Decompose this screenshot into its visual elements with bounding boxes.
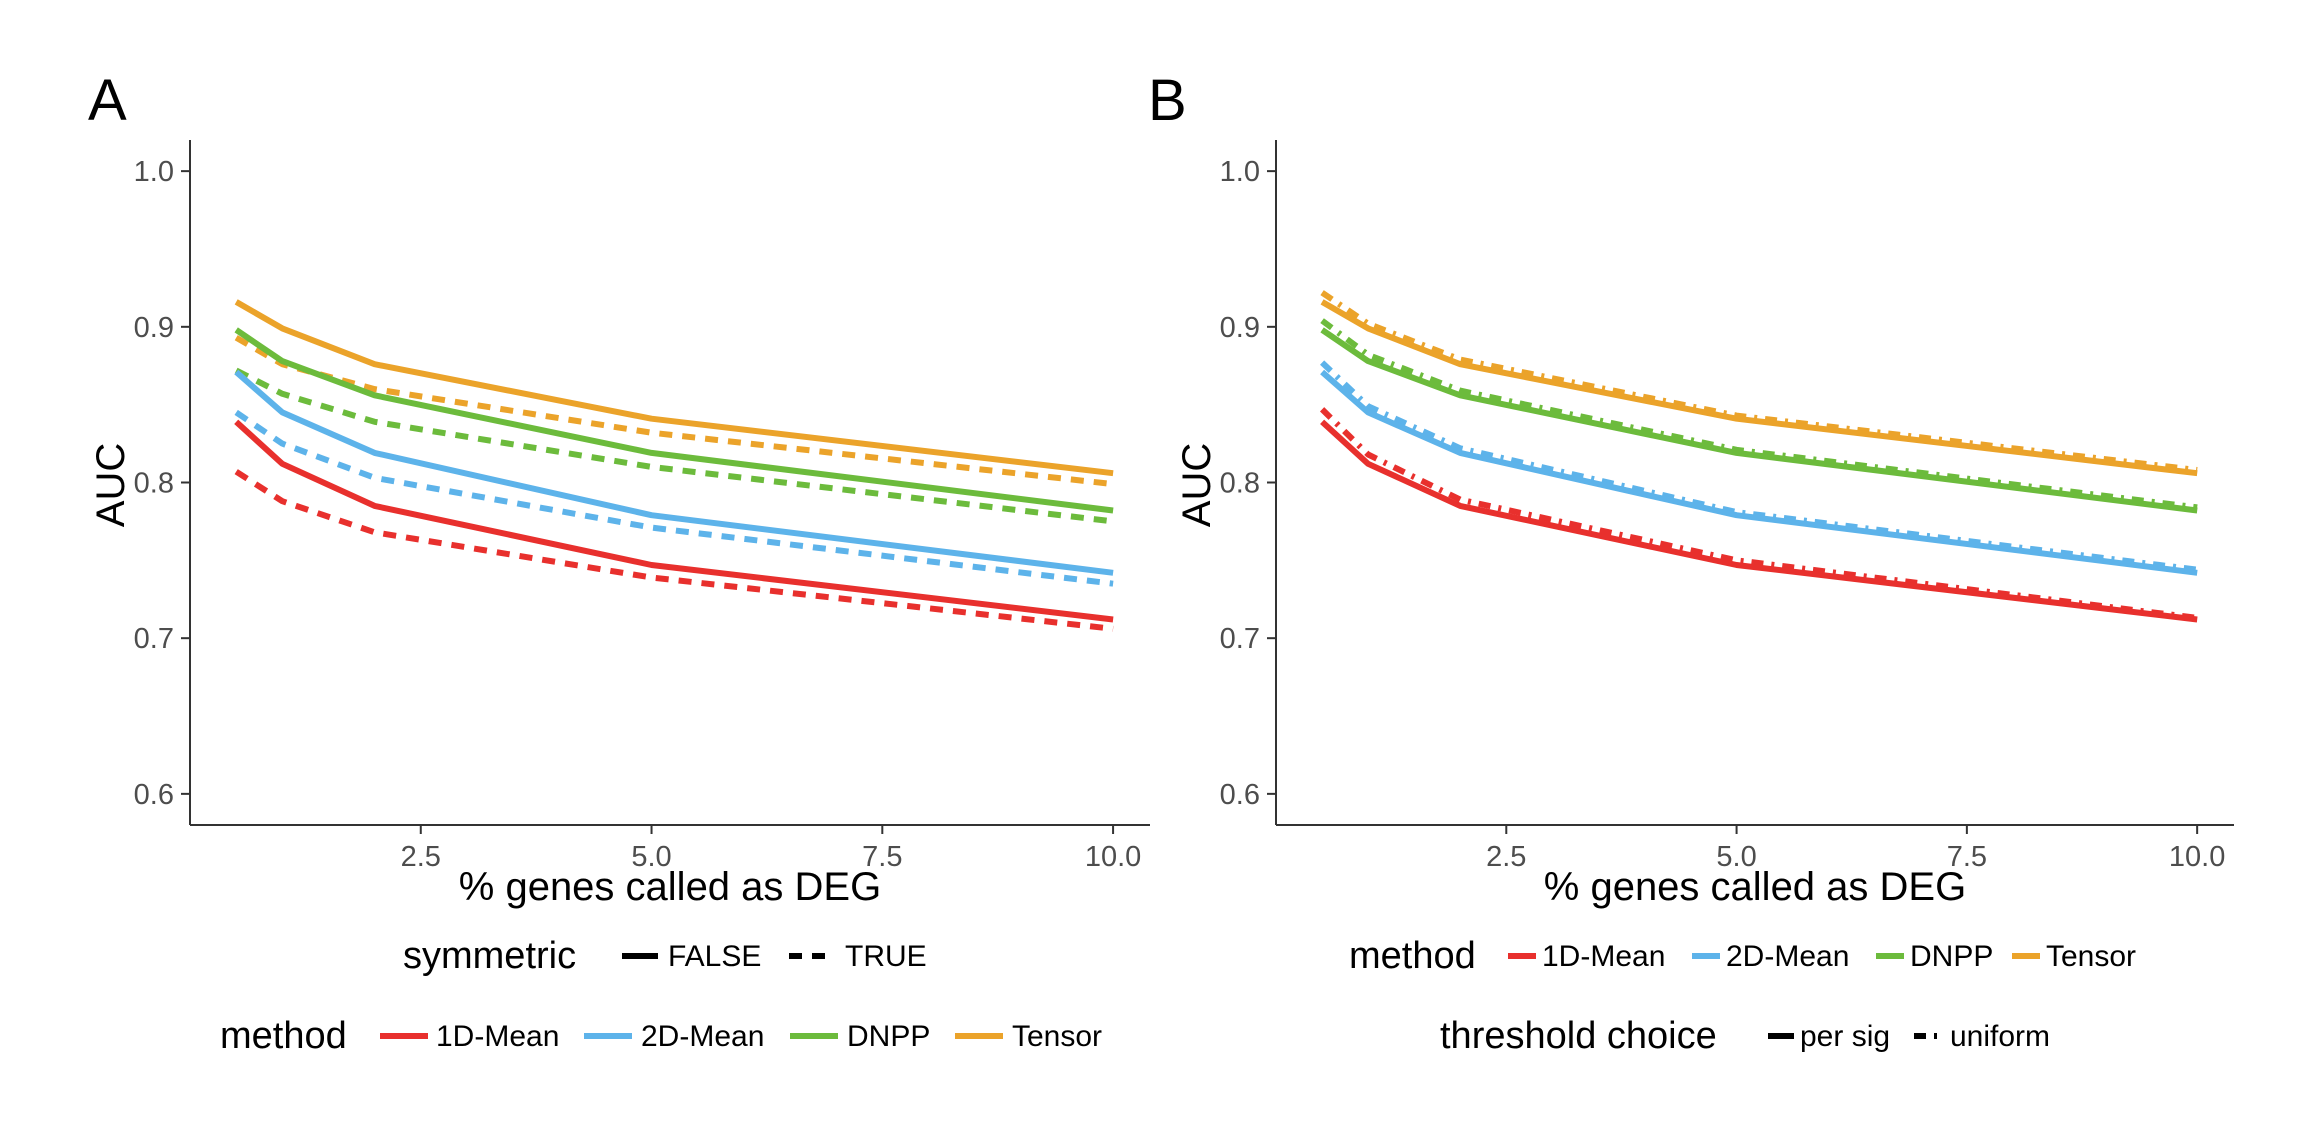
panel-a-y-tick-label: 0.9 [134, 312, 174, 344]
panel-a-y-tick-label: 0.6 [134, 779, 174, 811]
panel-b-letter: B [1148, 68, 1187, 133]
panel-a-legend-method-title: method [220, 1015, 347, 1057]
panel-a-series-2d-mean-false [234, 369, 1114, 576]
panel-a-legend-symmetric: symmetric FALSE TRUE [403, 935, 927, 977]
panel-b-legend-label-dnpp: DNPP [1910, 940, 1993, 973]
panel-b-plot-area: 0.6 0.7 0.8 0.9 1.0 2.5 5.0 7.5 10.0 [1220, 140, 2234, 873]
panel-a-legend-label-1d-mean: 1D-Mean [436, 1020, 559, 1053]
panel-a-y-tick-label: 1.0 [134, 156, 174, 188]
panel-b-y-tick-label: 0.9 [1220, 312, 1260, 344]
panel-b-series-1d-mean-uniform [1319, 407, 2198, 621]
panel-a-series-dnpp-false [234, 327, 1114, 514]
panel-a-series-dnpp-true [234, 367, 1114, 525]
panel-b-x-axis-title: % genes called as DEG [1544, 865, 1966, 909]
panel-b-y-tick-label: 0.7 [1220, 623, 1260, 655]
panel-b-y-axis-title: AUC [1175, 443, 1219, 527]
panel-b-series-1d-mean-per-sig [1320, 419, 2198, 623]
panel-b-series-dnpp-per-sig [1320, 327, 2198, 514]
panel-b-series-2d-mean-uniform [1320, 360, 2198, 573]
panel-a-legend-label-tensor: Tensor [1012, 1020, 1102, 1053]
panel-b-legend-method-title: method [1349, 935, 1476, 977]
panel-b-series-tensor-per-sig [1320, 299, 2198, 477]
panel-b-x-tick-label: 2.5 [1486, 841, 1526, 873]
panel-a-x-tick-label: 5.0 [631, 841, 671, 873]
panel-b-y-tick-label: 0.6 [1220, 779, 1260, 811]
panel-b-x-tick-label: 7.5 [1947, 841, 1987, 873]
panel-a-series-1d-mean-true [234, 469, 1114, 632]
panel-a-y-tick-label: 0.7 [134, 623, 174, 655]
panel-a: A 0.6 0.7 0.8 0.9 1.0 2.5 5.0 7.5 10.0 % genes c… [88, 68, 1150, 1057]
panel-b-y-tick-label: 0.8 [1220, 468, 1260, 500]
panel-b: B 0.6 0.7 0.8 0.9 1.0 2.5 5.0 7.5 10.0 % genes c… [1148, 68, 2234, 1057]
panel-b-legend-label-1d-mean: 1D-Mean [1542, 940, 1665, 973]
panel-b-x-tick-label: 10.0 [2169, 841, 2225, 873]
panel-b-legend-method: method 1D-Mean 2D-Mean DNPP Tensor [1349, 935, 2136, 977]
panel-a-legend-label-true: TRUE [845, 940, 927, 973]
panel-a-plot-area: 0.6 0.7 0.8 0.9 1.0 2.5 5.0 7.5 10.0 [134, 140, 1150, 873]
panel-b-series-dnpp-uniform [1320, 318, 2198, 511]
panel-b-legend-threshold: threshold choice per sig uniform [1440, 1015, 2050, 1057]
panel-a-x-tick-label: 2.5 [401, 841, 441, 873]
panel-b-x-tick-label: 5.0 [1716, 841, 1756, 873]
panel-a-y-axis-title: AUC [89, 443, 133, 527]
panel-a-x-axis-title: % genes called as DEG [459, 865, 881, 909]
panel-a-legend-label-false: FALSE [668, 940, 761, 973]
panel-b-legend-threshold-title: threshold choice [1440, 1015, 1717, 1057]
panel-a-series-tensor-false [234, 299, 1114, 477]
panel-a-legend-label-2d-mean: 2D-Mean [641, 1020, 764, 1053]
panel-a-legend-method: method 1D-Mean 2D-Mean DNPP Tensor [220, 1015, 1102, 1057]
panel-a-series-1d-mean-false [234, 419, 1114, 623]
panel-a-x-tick-label: 7.5 [862, 841, 902, 873]
panel-a-series-tensor-true [234, 335, 1114, 488]
panel-b-legend-label-uniform: uniform [1950, 1020, 2050, 1053]
panel-a-legend-symmetric-title: symmetric [403, 935, 576, 977]
panel-a-letter: A [88, 68, 127, 133]
panel-b-legend-label-tensor: Tensor [2046, 940, 2136, 973]
panel-b-y-tick-label: 1.0 [1220, 156, 1260, 188]
panel-a-legend-label-dnpp: DNPP [847, 1020, 930, 1053]
panel-a-y-tick-label: 0.8 [134, 468, 174, 500]
panel-b-legend-label-per-sig: per sig [1800, 1020, 1890, 1053]
panel-b-legend-label-2d-mean: 2D-Mean [1726, 940, 1849, 973]
panel-a-x-tick-label: 10.0 [1085, 841, 1141, 873]
panel-b-series-2d-mean-per-sig [1320, 369, 2198, 576]
panel-b-series-tensor-uniform [1320, 290, 2198, 473]
